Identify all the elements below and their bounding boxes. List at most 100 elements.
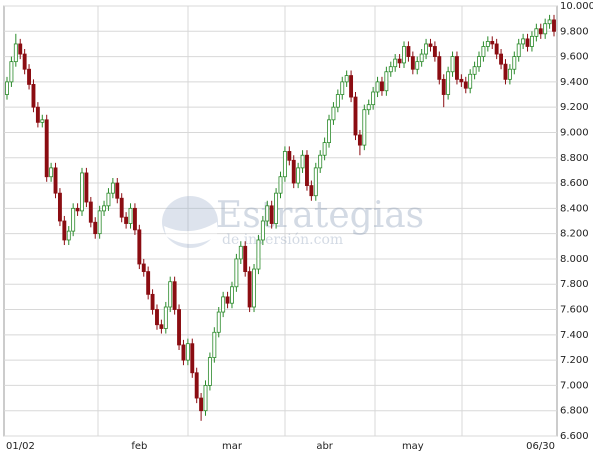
candle-body [313, 167, 318, 197]
candle-body [225, 296, 230, 304]
candle-body [437, 56, 442, 80]
y-tick-label: 6.800 [560, 406, 589, 417]
candle-body [305, 154, 309, 186]
candle-body [203, 385, 208, 412]
candle-body [287, 151, 292, 161]
candle-body [371, 91, 376, 106]
candle-body [529, 35, 534, 47]
candle-body [318, 154, 323, 169]
candle-body [485, 41, 490, 47]
candle-body [459, 78, 464, 83]
candle-body [309, 185, 314, 197]
candle-body [199, 397, 204, 412]
candle-body [62, 220, 67, 241]
candle-body [472, 66, 477, 75]
candle-body [340, 81, 345, 95]
candle-body [40, 119, 45, 123]
watermark: Estrategias de inversión.com [162, 195, 424, 248]
candle-body [194, 372, 199, 399]
candle-body [521, 38, 526, 45]
candle-body [375, 81, 380, 93]
y-tick-label: 9.000 [560, 127, 589, 138]
candle-body [353, 96, 358, 136]
y-tick-label: 7.600 [560, 305, 589, 316]
watermark-subtext: de inversión.com [222, 232, 343, 248]
candle-body [525, 38, 530, 47]
candle-body [53, 167, 58, 194]
candle-body [424, 43, 429, 55]
x-tick-label: mar [222, 441, 243, 452]
plot-area [3, 5, 558, 437]
candle-body [110, 182, 115, 194]
candle-body [9, 61, 14, 83]
candle-body [481, 46, 486, 57]
y-tick-label: 8.800 [560, 153, 589, 164]
candle-body [507, 68, 512, 80]
candle-body [155, 309, 159, 326]
candle-body [49, 167, 54, 178]
candle-body [260, 220, 265, 241]
y-tick-label: 7.800 [560, 279, 589, 290]
candle-body [230, 286, 234, 304]
y-tick-label: 9.200 [560, 102, 589, 113]
candle-body [146, 271, 151, 295]
candle-body [455, 56, 459, 80]
candle-body [494, 43, 499, 55]
candle-body [216, 311, 221, 333]
candle-body [357, 134, 362, 146]
candle-body [406, 46, 411, 57]
candle-body [366, 104, 371, 111]
candle-body [185, 343, 190, 361]
candle-body [141, 263, 146, 272]
candle-body [499, 53, 504, 65]
candle-body [432, 46, 437, 57]
candle-body [296, 167, 301, 184]
candle-body [159, 324, 164, 329]
candle-body [468, 73, 473, 89]
candle-body [212, 331, 217, 358]
x-tick-label: abr [316, 441, 333, 452]
candle-body [75, 207, 80, 212]
candle-body [150, 293, 155, 310]
candle-body [234, 258, 239, 288]
y-tick-label: 9.400 [560, 77, 589, 88]
candle-body [547, 19, 552, 25]
candle-body [419, 53, 424, 63]
candle-body [534, 28, 539, 37]
candle-body [102, 205, 106, 212]
candle-body [31, 84, 36, 108]
y-tick-label: 8.000 [560, 254, 589, 265]
candle-body [265, 205, 270, 222]
candle-body [57, 192, 62, 222]
x-tick-label: may [402, 441, 424, 452]
candle-body [88, 201, 93, 223]
candle-body [190, 343, 195, 374]
y-tick-label: 10.000 [560, 1, 593, 12]
candle-body [388, 66, 393, 73]
candle-body [44, 119, 49, 178]
candle-body [450, 56, 455, 73]
candle-body [221, 296, 226, 313]
y-tick-label: 7.000 [560, 380, 589, 391]
candle-body [291, 159, 296, 184]
candle-body [349, 75, 354, 98]
candle-body [512, 56, 517, 70]
candle-body [463, 81, 468, 89]
candle-body [552, 19, 556, 32]
candle-body [27, 68, 32, 85]
candle-body [207, 357, 212, 386]
watermark-text: Estrategias [216, 195, 424, 236]
candle-body [115, 182, 120, 199]
candle-body [428, 43, 433, 47]
candle-body [35, 106, 40, 123]
candle-body [256, 239, 261, 270]
candle-body [410, 56, 415, 70]
x-tick-label: 06/30 [526, 441, 555, 452]
candle-body [84, 172, 89, 203]
candle-body [252, 268, 256, 308]
candle-body [278, 176, 283, 194]
candle-body [327, 119, 331, 143]
watermark-logo-cut [164, 222, 217, 244]
